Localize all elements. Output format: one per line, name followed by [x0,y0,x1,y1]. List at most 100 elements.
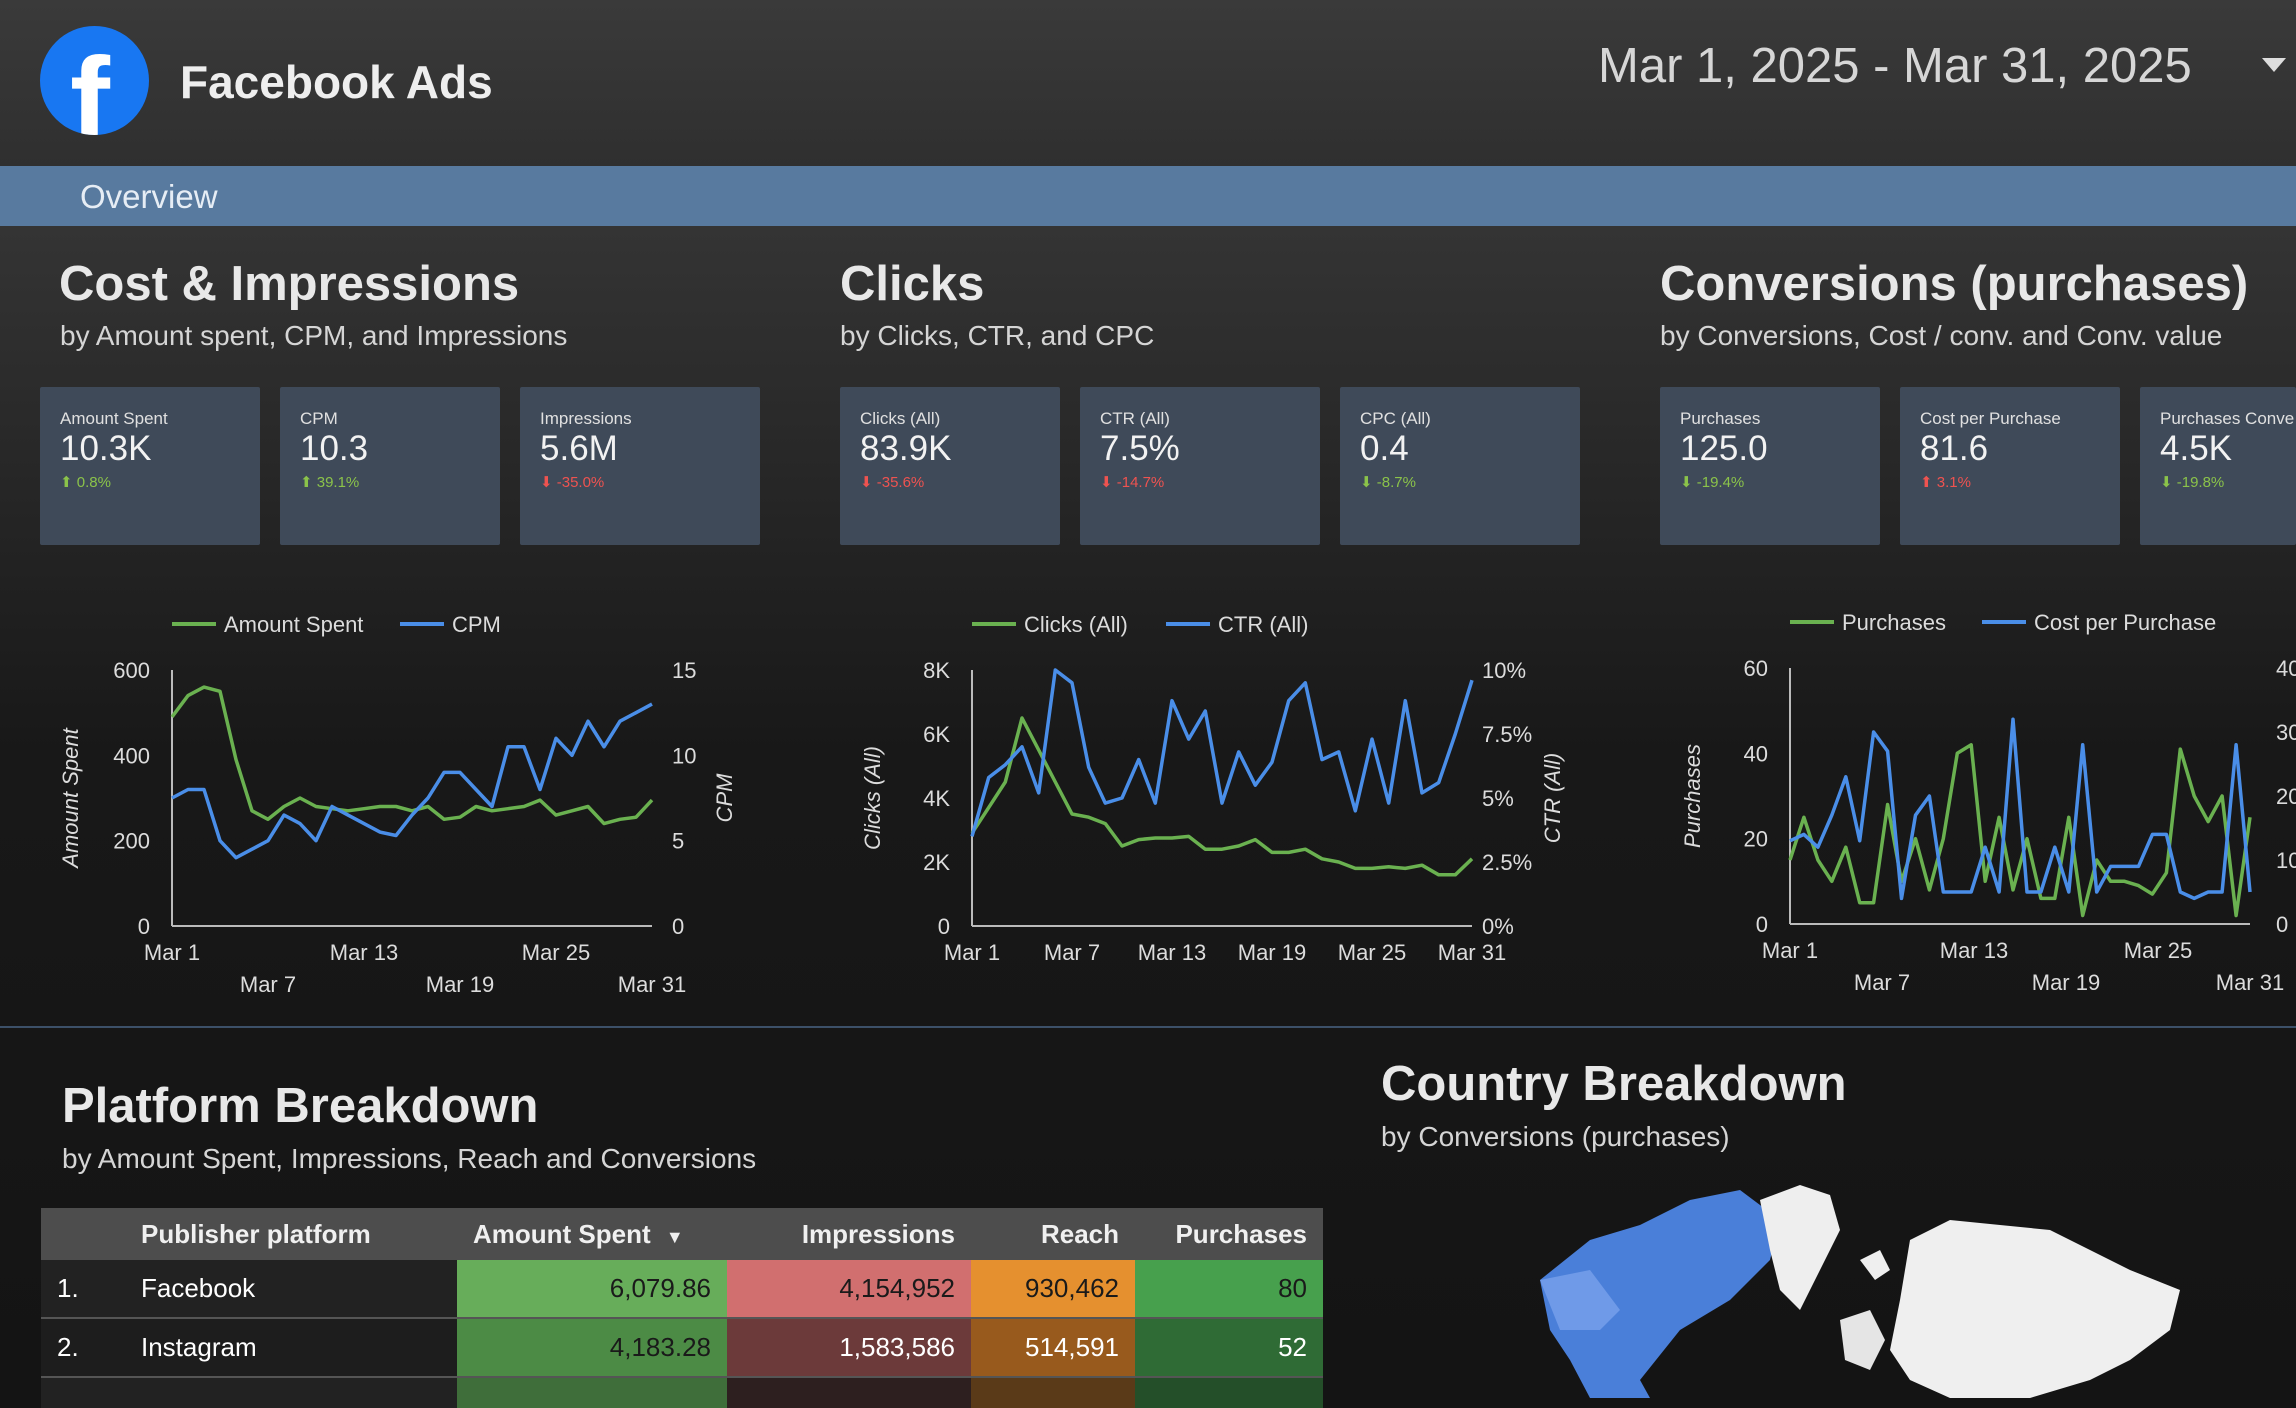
kpi-value: 83.9K [860,429,952,468]
greenland-region[interactable] [1760,1185,1840,1310]
x-tick-label: Mar 13 [1940,938,2008,963]
section-subtitle-country: by Conversions (purchases) [1381,1121,1730,1152]
x-tick-label: Mar 25 [522,940,590,965]
y-tick-label: 6K [923,722,950,747]
y2-tick-label: 0 [672,914,684,939]
x-tick-label: Mar 31 [2216,970,2284,995]
legend-label: CTR (All) [1218,612,1308,637]
x-tick-label: Mar 7 [1044,940,1100,965]
tab-overview[interactable]: Overview [80,178,218,215]
date-range-picker[interactable]: Mar 1, 2025 - Mar 31, 2025 [1598,39,2192,93]
kpi-label: CTR (All) [1100,409,1170,428]
kpi-delta: ⬆ 0.8% [60,474,111,491]
conversions-chart[interactable]: Purchases Cost per Purchase 60 40 20 0 40 30 20 1… [1640,590,2296,1010]
kpi-value: 81.6 [1920,429,1989,468]
kpi-card-impressions[interactable]: Impressions 5.6M ⬇ -35.0% [520,387,760,545]
legend-label: CPM [452,612,501,637]
cell-purchases: 80 [1135,1260,1323,1318]
x-tick-label: Mar 31 [1438,940,1506,965]
y2-tick-label: 15 [672,658,696,683]
kpi-label: Purchases [1680,409,1761,428]
table-row[interactable]: 2. Instagram 4,183.28 1,583,586 514,591 … [41,1317,1323,1377]
row-platform: Instagram [125,1317,457,1377]
kpi-label: Clicks (All) [860,409,941,428]
series-line-primary [1788,743,2252,918]
y2-tick-label: 7.5% [1482,722,1532,747]
column-header-amount-spent[interactable]: Amount Spent ▼ [457,1208,727,1260]
country-map[interactable] [1530,1180,2190,1398]
x-tick-label: Mar 19 [426,972,494,997]
series-line-primary [170,685,654,826]
y2-tick-label: 10 [672,743,696,768]
kpi-value: 4.5K [2160,429,2232,468]
y2-tick-label: 30 [2276,720,2296,745]
x-tick-label: Mar 25 [2124,938,2192,963]
x-tick-label: Mar 13 [330,940,398,965]
table-row-partial[interactable] [41,1376,1323,1408]
x-tick-label: Mar 19 [1238,940,1306,965]
y2-tick-label: 2.5% [1482,850,1532,875]
y2-tick-label: 5% [1482,786,1514,811]
section-subtitle-platform: by Amount Spent, Impressions, Reach and … [62,1143,757,1174]
kpi-card-purchases[interactable]: Purchases 125.0 ⬇ -19.4% [1660,387,1880,545]
table-row[interactable]: 1. Facebook 6,079.86 4,154,952 930,462 8… [41,1260,1323,1318]
kpi-delta: ⬇ -8.7% [1360,474,1416,491]
column-header-label: Amount Spent [473,1218,651,1249]
x-tick-label: Mar 7 [240,972,296,997]
column-header-purchases[interactable]: Purchases [1135,1208,1323,1260]
column-header-impressions[interactable]: Impressions [727,1208,971,1260]
series-line-secondary [171,702,653,860]
kpi-card-purchases-conv-value[interactable]: Purchases Conve 4.5K ⬇ -19.8% [2140,387,2296,545]
clicks-chart[interactable]: Clicks (All) CTR (All) 8K 6K 4K 2K 0 10% 7.5% 5% 2… [820,590,1620,1010]
legend-label: Purchases [1842,610,1946,635]
kpi-delta: ⬆ 39.1% [300,474,360,491]
platform-table: Publisher platform Amount Spent ▼ Impres… [41,1208,1323,1408]
kpi-value: 10.3K [60,429,152,468]
y-tick-label: 0 [1756,912,1768,937]
section-subtitle-conversions: by Conversions, Cost / conv. and Conv. v… [1660,320,2223,351]
north-america-region[interactable] [1540,1190,1780,1398]
cell-purchases: 52 [1135,1317,1323,1377]
kpi-card-cpc[interactable]: CPC (All) 0.4 ⬇ -8.7% [1340,387,1580,545]
x-tick-label: Mar 31 [618,972,686,997]
y-tick-label: 2K [923,850,950,875]
kpi-label: Purchases Conve [2160,409,2295,428]
kpi-card-amount-spent[interactable]: Amount Spent 10.3K ⬆ 0.8% [40,387,260,545]
kpi-delta: ⬇ -19.8% [2160,474,2225,491]
section-divider [0,1026,2296,1028]
kpi-label: Cost per Purchase [1920,409,2061,428]
column-header-reach[interactable]: Reach [971,1208,1135,1260]
series-line-primary [970,716,1474,877]
cell-impressions: 4,154,952 [727,1260,971,1318]
row-rank: 1. [41,1260,125,1318]
rank-header [41,1208,125,1260]
y2-axis-label: CPM [712,773,737,823]
kpi-value: 7.5% [1100,429,1180,468]
nav-bar: Overview [0,166,2296,226]
y-tick-label: 40 [1744,741,1768,766]
section-title-clicks: Clicks [840,257,985,311]
y-tick-label: 600 [113,658,150,683]
y2-tick-label: 5 [672,829,684,854]
x-tick-label: Mar 1 [1762,938,1818,963]
x-tick-label: Mar 1 [144,940,200,965]
legend-label: Clicks (All) [1024,612,1128,637]
eurasia-region[interactable] [1840,1220,2180,1398]
y2-tick-label: 40 [2276,656,2296,681]
kpi-card-clicks[interactable]: Clicks (All) 83.9K ⬇ -35.6% [840,387,1060,545]
column-header-platform[interactable]: Publisher platform [125,1208,457,1260]
y-tick-label: 20 [1744,827,1768,852]
kpi-card-cost-per-purchase[interactable]: Cost per Purchase 81.6 ⬆ 3.1% [1900,387,2120,545]
kpi-card-ctr[interactable]: CTR (All) 7.5% ⬇ -14.7% [1080,387,1320,545]
y-axis-label: Clicks (All) [860,746,885,850]
y-tick-label: 0 [938,914,950,939]
x-tick-label: Mar 25 [1338,940,1406,965]
dropdown-arrow-icon[interactable] [2262,58,2286,72]
y2-tick-label: 10% [1482,658,1526,683]
x-tick-label: Mar 13 [1138,940,1206,965]
y2-axis-label: CTR (All) [1540,753,1565,843]
kpi-card-cpm[interactable]: CPM 10.3 ⬆ 39.1% [280,387,500,545]
cell-reach: 514,591 [971,1317,1135,1377]
y-tick-label: 60 [1744,656,1768,681]
cost-impressions-chart[interactable]: Amount Spent CPM 600 400 200 0 15 10 5 0 Amount Sp… [0,590,780,1010]
